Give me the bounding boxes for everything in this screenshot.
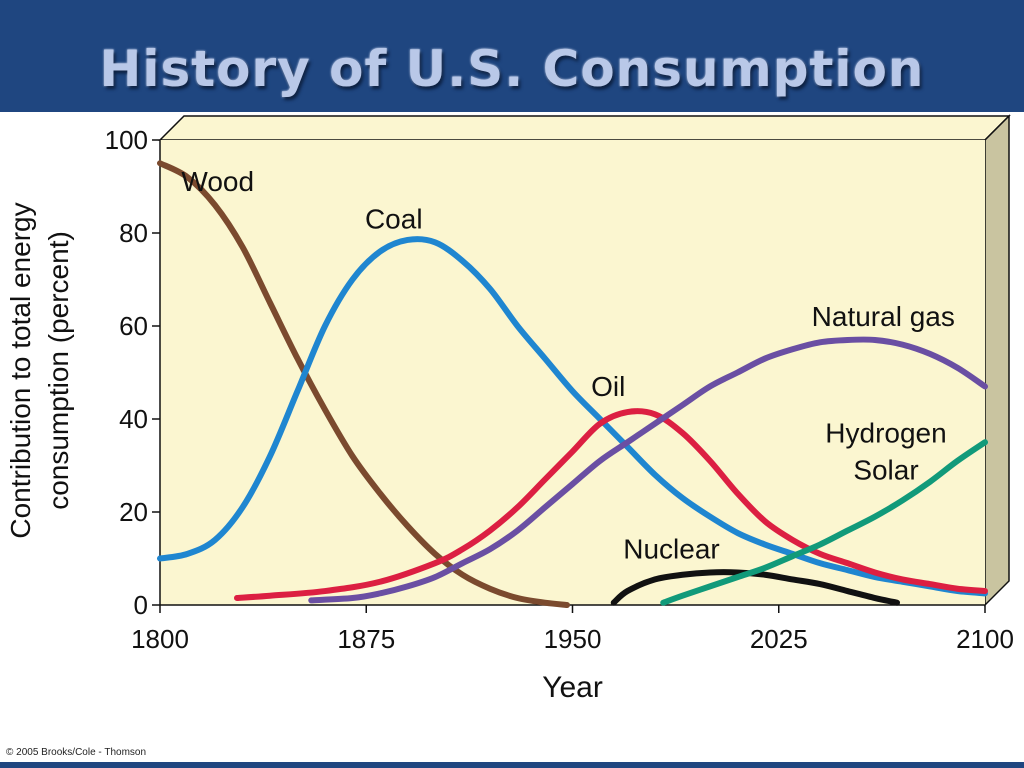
y-axis-title-line: consumption (percent) — [43, 231, 74, 510]
chart-panel: 0 20 40 60 80 100 1800 1875 1950 2025 2100 Wood Coa… — [0, 112, 1024, 762]
plot-area — [160, 140, 985, 605]
series-label-coal: Coal — [365, 203, 423, 234]
series-label-nuclear: Nuclear — [623, 534, 719, 565]
energy-history-chart: 0 20 40 60 80 100 1800 1875 1950 2025 2100 Wood Coa… — [5, 114, 1014, 704]
slide-title: History of U.S. Consumption — [99, 40, 925, 98]
y-tick-label: 20 — [119, 497, 148, 527]
chart-box-top — [158, 115, 1011, 141]
series-label-hydrogen-solar: Solar — [853, 454, 918, 485]
series-label-oil: Oil — [591, 371, 625, 402]
chart-box-side — [984, 114, 1010, 607]
x-axis-title: Year — [542, 671, 603, 704]
y-tick-label: 80 — [119, 218, 148, 248]
y-tick-label: 0 — [134, 590, 148, 620]
x-tick-label: 1950 — [544, 624, 602, 654]
y-tick-label: 60 — [119, 311, 148, 341]
series-lines — [157, 160, 988, 608]
y-axis-title-line: Contribution to total energy — [5, 202, 36, 538]
x-tick-label: 2100 — [956, 624, 1014, 654]
series-label-hydrogen-solar: Hydrogen — [825, 417, 946, 448]
series-line-wood — [157, 160, 570, 608]
x-tick-label: 2025 — [750, 624, 808, 654]
y-tick-label: 40 — [119, 404, 148, 434]
series-label-wood: Wood — [181, 166, 254, 197]
axis-titles: Year Contribution to total energy consumpt… — [5, 202, 603, 704]
x-tick-label: 1800 — [131, 624, 189, 654]
series-line-hydrogen-solar — [660, 439, 988, 606]
series-label-natural-gas: Natural gas — [812, 301, 955, 332]
series-line-coal — [157, 236, 988, 597]
x-tick-label: 1875 — [337, 624, 395, 654]
tick-labels: 0 20 40 60 80 100 1800 1875 1950 2025 2100 — [105, 125, 1014, 654]
y-tick-label: 100 — [105, 125, 148, 155]
copyright-notice: © 2005 Brooks/Cole - Thomson — [6, 747, 147, 758]
series-line-oil — [234, 408, 988, 602]
series-labels: Wood Coal Oil Natural gas Nuclear Hydrogen Sol… — [181, 166, 954, 564]
series-line-natural-gas — [308, 336, 988, 604]
